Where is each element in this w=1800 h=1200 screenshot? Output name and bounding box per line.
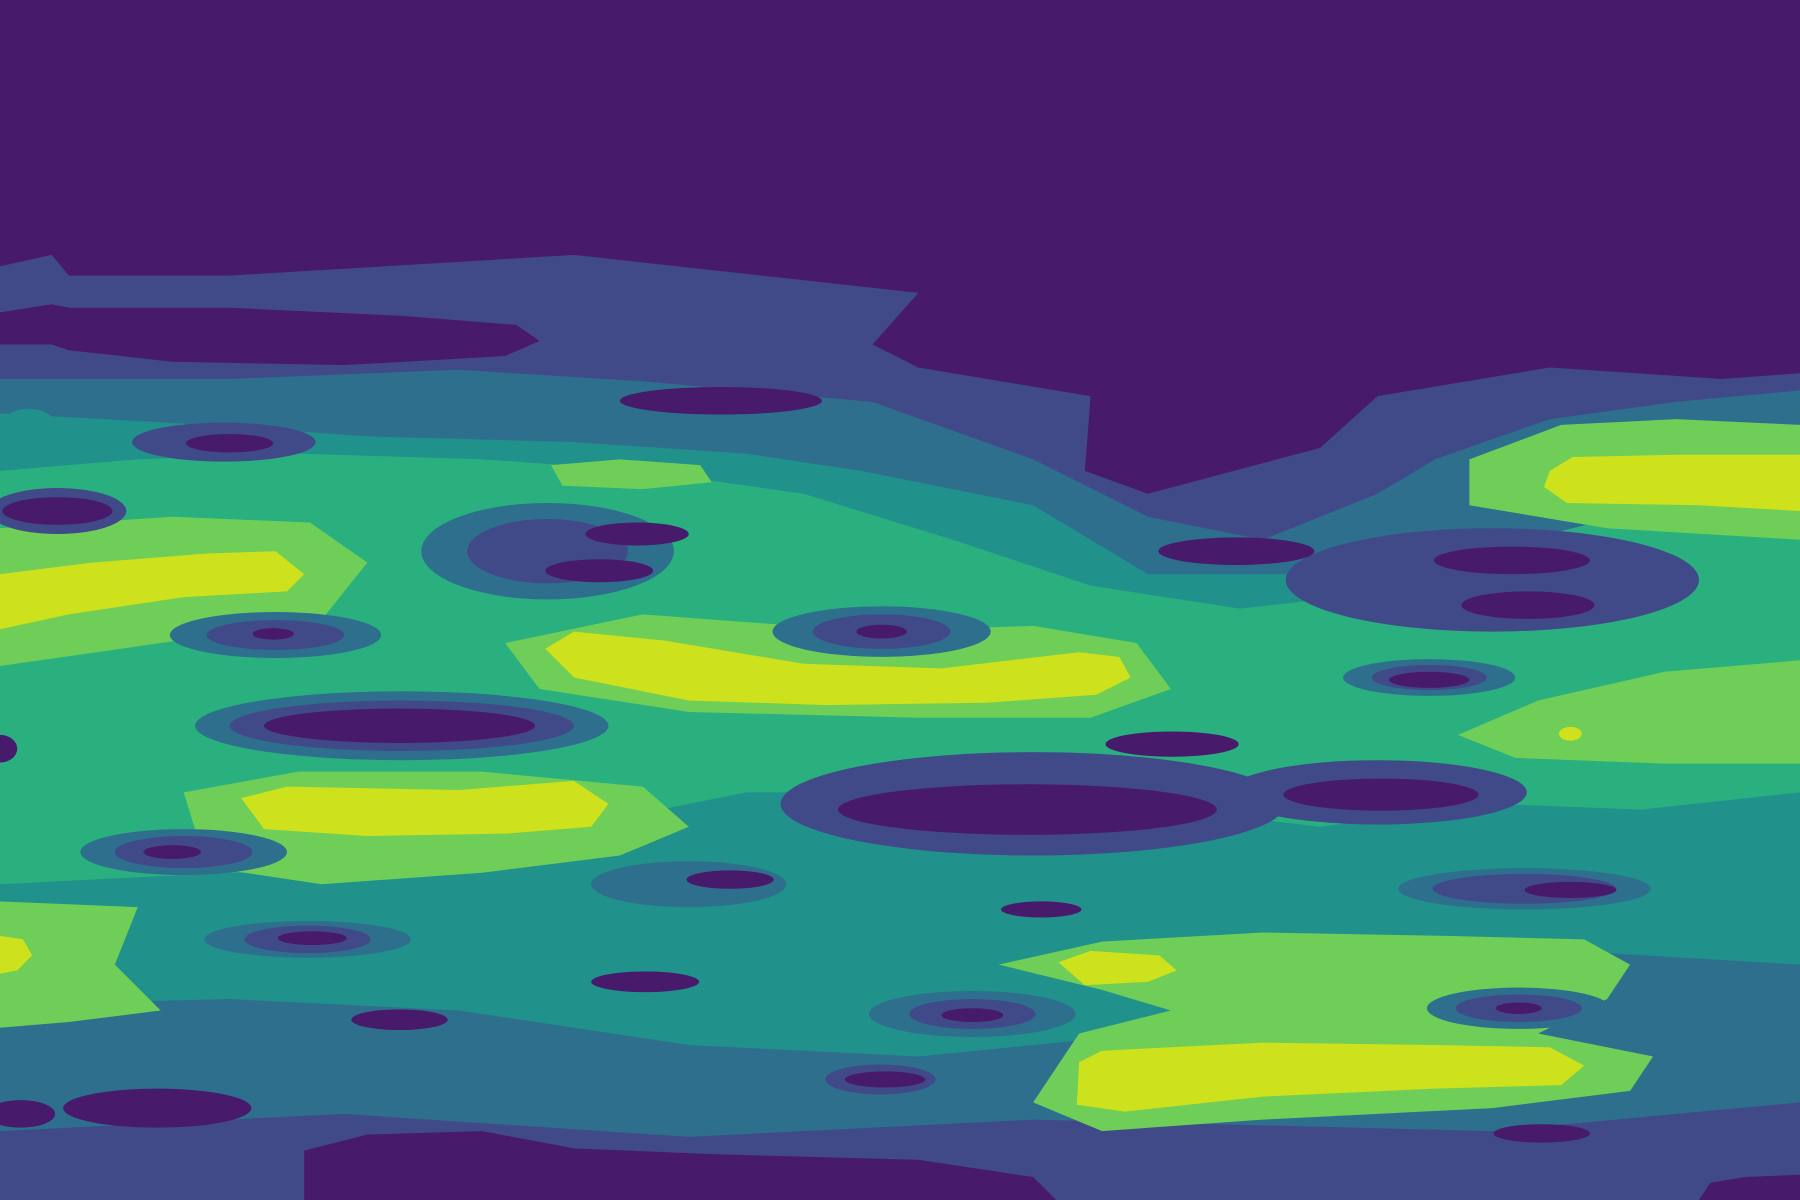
contour-band-level-0 [1493, 1124, 1590, 1143]
contour-band-level-6 [0, 551, 305, 630]
contour-band-level-6 [0, 935, 33, 974]
contour-band-level-0 [252, 628, 294, 640]
contour-band-level-0 [351, 1009, 448, 1031]
contour-band-level-0 [1526, 235, 1800, 322]
contour-band-level-0 [143, 845, 201, 859]
contour-band-level-0 [1433, 546, 1590, 575]
contour-band-level-0 [185, 434, 274, 453]
contour-band-level-0 [1001, 901, 1082, 918]
contour-band-level-0 [264, 708, 535, 743]
contour-band-level-6 [545, 631, 1131, 706]
contour-band-level-0 [619, 386, 822, 415]
contour-band-level-0 [2, 497, 113, 525]
contour-band-level-3 [0, 408, 61, 460]
contour-band-level-0 [686, 870, 774, 889]
contour-band-level-0 [1495, 1002, 1542, 1014]
contour-band-level-0 [591, 971, 700, 993]
contour-band-level-5 [551, 459, 712, 490]
contour-band-level-5 [1457, 660, 1800, 764]
contour-band-level-0 [63, 1088, 252, 1128]
contour-band-level-0 [304, 1131, 1057, 1200]
contour-band-level-5 [0, 901, 161, 1028]
contour-band-level-0 [1461, 591, 1595, 619]
contour-band-level-0 [856, 624, 907, 639]
contour-band-level-6 [1544, 454, 1800, 512]
contour-band-level-0 [844, 1071, 926, 1088]
contour-band-level-0 [1389, 671, 1470, 688]
contour-band-level-6 [1558, 726, 1582, 741]
contour-band-level-0 [941, 1008, 1004, 1023]
contour-band-level-0 [277, 931, 347, 946]
contour-band-level-0 [1105, 731, 1239, 757]
contour-band-level-0 [1158, 537, 1315, 565]
contour-band-level-0 [0, 734, 18, 763]
contour-band-level-0 [1283, 778, 1479, 811]
contour-band-level-0 [0, 304, 540, 366]
contour-band-level-6 [241, 780, 609, 836]
contour-band-level-0 [1524, 881, 1617, 898]
contour-band-level-0 [585, 522, 689, 546]
contour-band-level-0 [1698, 1174, 1800, 1200]
contour-band-level-6 [1076, 1042, 1585, 1112]
contour-band-level-3 [1079, 862, 1144, 884]
contour-band-level-1 [1285, 528, 1699, 632]
contour-band-level-0 [0, 1100, 56, 1128]
contour-band-level-6 [1058, 950, 1177, 986]
contour-band-level-0 [838, 784, 1217, 835]
contour-band-level-0 [545, 559, 654, 583]
